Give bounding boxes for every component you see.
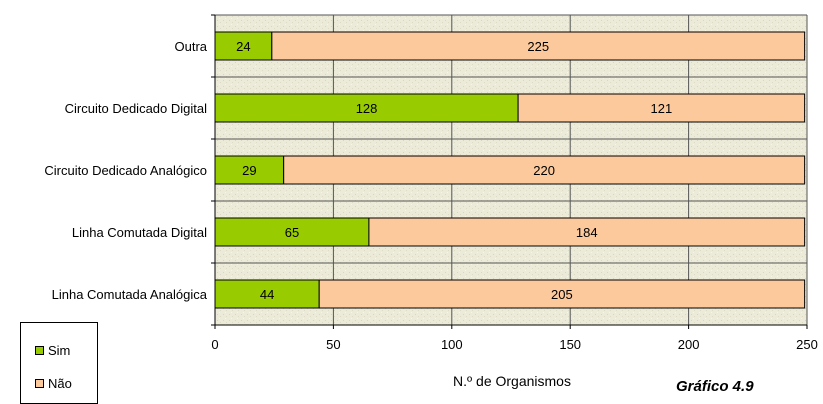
x-tick-label: 250 [796, 337, 818, 352]
bar-value-label: 65 [285, 225, 299, 240]
legend-item-sim: Sim [35, 343, 70, 358]
category-label: Outra [174, 39, 207, 54]
bar-value-label: 121 [651, 101, 673, 116]
legend-label-sim: Sim [48, 343, 71, 358]
bar-segment-sim [214, 217, 370, 247]
bar-value-label: 184 [576, 225, 598, 240]
bar-value-label: 220 [533, 163, 555, 178]
category-label: Linha Comutada Analógica [52, 287, 208, 302]
x-tick-label: 100 [441, 337, 463, 352]
x-tick-label: 150 [559, 337, 581, 352]
category-labels: Outra Circuito Dedicado Digital Circuito D… [44, 39, 207, 302]
stacked-bar-chart: 24 225 128 121 29 220 65 184 44 205 Outra Circuito… [44, 14, 818, 389]
bar-value-label: 44 [260, 287, 274, 302]
category-label: Circuito Dedicado Analógico [44, 163, 207, 178]
bar-value-label: 225 [527, 39, 549, 54]
bar-value-label: 205 [551, 287, 573, 302]
legend-swatch-nao [35, 379, 44, 388]
bar-segment-nao [368, 217, 806, 247]
x-tick-label: 200 [678, 337, 700, 352]
bar-value-label: 29 [242, 163, 256, 178]
bar-segment-nao [271, 31, 806, 61]
legend-item-nao: Não [35, 376, 72, 391]
x-tick-labels: 0 50 100 150 200 250 [211, 337, 817, 352]
bar-value-label: 128 [356, 101, 378, 116]
bar-segment-nao [283, 155, 806, 185]
legend-label-nao: Não [48, 376, 72, 391]
bar-segment-nao [517, 93, 806, 123]
category-label: Circuito Dedicado Digital [65, 101, 207, 116]
category-label: Linha Comutada Digital [72, 225, 207, 240]
x-tick-label: 0 [211, 337, 218, 352]
bar-segment-sim [214, 93, 519, 123]
bar-labels: 24 225 128 121 29 220 65 184 44 205 [236, 39, 672, 302]
legend-swatch-sim [35, 346, 44, 355]
figure-number-label: Gráfico 4.9 [676, 378, 754, 395]
bar-value-label: 24 [236, 39, 250, 54]
x-tick-label: 50 [326, 337, 340, 352]
bars [214, 31, 806, 309]
x-axis-title: N.º de Organismos [453, 373, 571, 389]
axes [211, 14, 808, 329]
bar-segment-nao [318, 279, 806, 309]
